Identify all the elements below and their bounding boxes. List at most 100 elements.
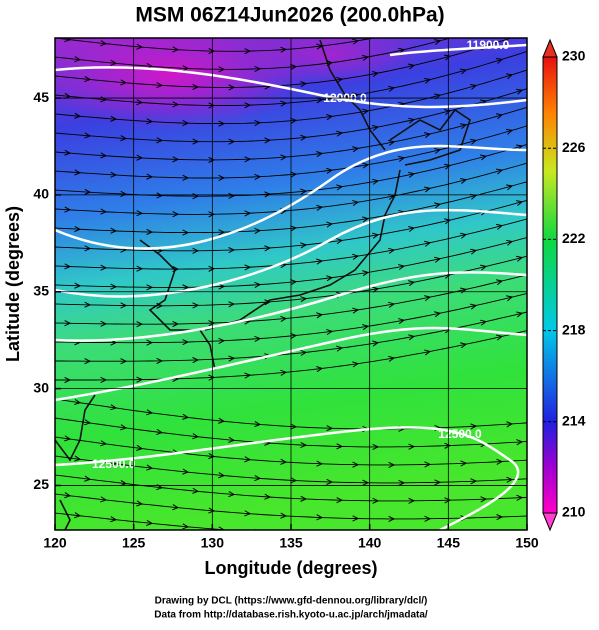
- stream-arrow: [120, 135, 128, 142]
- stream-arrow: [496, 334, 504, 341]
- streamline: [55, 237, 527, 288]
- stream-arrow: [424, 461, 432, 468]
- stream-arrow: [470, 303, 478, 310]
- stream-arrow: [506, 128, 514, 135]
- stream-arrow: [192, 193, 200, 200]
- stream-arrow: [254, 421, 262, 428]
- stream-arrow: [290, 117, 298, 124]
- stream-arrow: [327, 587, 332, 592]
- stream-arrow: [110, 171, 118, 178]
- stream-arrow: [64, 38, 72, 43]
- stream-arrow: [316, 365, 324, 373]
- stream-arrow: [388, 461, 396, 468]
- stream-arrow: [398, 318, 406, 325]
- stream-arrow: [290, 332, 298, 340]
- stream-arrow: [408, 334, 416, 341]
- stream-arrow: [326, 221, 334, 228]
- stream-arrow: [336, 130, 344, 137]
- stream-arrow: [120, 190, 128, 197]
- stream-arrow: [44, 0, 50, 1]
- stream-arrow: [156, 137, 164, 144]
- stream-arrow: [228, 247, 236, 254]
- stream-arrow: [372, 286, 380, 293]
- stream-arrow: [408, 443, 416, 450]
- stream-arrow: [192, 138, 200, 145]
- stream-arrow: [208, 47, 216, 55]
- stream-arrow: [244, 156, 252, 163]
- stream-arrow: [352, 461, 360, 468]
- stream-arrow: [316, 204, 324, 211]
- stream-arrow: [280, 154, 288, 161]
- stream-arrow: [156, 302, 164, 309]
- stream-arrow: [280, 100, 288, 107]
- stream-arrow: [146, 576, 152, 581]
- stream-arrow: [172, 504, 180, 511]
- stream-arrow: [290, 423, 298, 430]
- stream-arrow: [146, 519, 154, 526]
- stream-arrow: [64, 149, 72, 156]
- stream-arrow: [228, 491, 236, 498]
- stream-arrow: [100, 553, 106, 558]
- stream-arrow: [280, 369, 288, 376]
- contour-label: 12500.0: [438, 427, 482, 441]
- stream-arrow: [470, 138, 478, 145]
- stream-arrow: [74, 569, 80, 574]
- stream-arrow: [316, 43, 324, 50]
- stream-arrow: [120, 480, 128, 487]
- stream-arrow: [244, 372, 252, 379]
- stream-arrow: [254, 227, 262, 234]
- stream-arrow: [306, 27, 312, 32]
- stream-arrow: [470, 478, 478, 485]
- stream-arrow: [244, 48, 252, 55]
- stream-arrow: [388, 301, 396, 308]
- stream-arrow: [228, 546, 234, 551]
- stream-arrow: [460, 14, 466, 19]
- stream-arrow: [372, 124, 380, 131]
- stream-arrow: [316, 460, 324, 467]
- stream-arrow: [424, 77, 432, 84]
- stream-arrow: [74, 169, 82, 176]
- stream-arrow: [389, 570, 394, 575]
- stream-arrow: [270, 30, 276, 35]
- stream-arrow: [208, 265, 216, 272]
- field: [44, 0, 527, 612]
- stream-arrow: [136, 376, 144, 383]
- streamline: [55, 398, 527, 430]
- stream-arrow: [480, 264, 488, 271]
- streamline: [55, 50, 527, 106]
- x-tick-label: 140: [358, 535, 382, 551]
- stream-arrow: [300, 242, 308, 249]
- contour-lines: [55, 43, 527, 530]
- stream-arrow: [100, 40, 108, 47]
- stream-arrow: [470, 248, 478, 255]
- stream-arrow: [84, 245, 92, 252]
- stream-arrow: [280, 315, 288, 322]
- stream-arrow: [146, 228, 154, 236]
- stream-arrow: [264, 299, 272, 306]
- stream-arrow: [100, 152, 108, 159]
- stream-arrow: [398, 155, 406, 162]
- streamline: [55, 218, 527, 270]
- stream-arrow: [336, 443, 344, 450]
- stream-arrow: [218, 283, 226, 290]
- stream-arrow: [408, 63, 416, 70]
- stream-arrow: [182, 413, 190, 420]
- stream-arrow: [218, 120, 226, 127]
- colorbar-tick-label: 218: [562, 321, 586, 337]
- stream-arrow: [136, 265, 144, 272]
- stream-arrow: [425, 570, 430, 575]
- stream-arrow: [84, 533, 90, 538]
- stream-arrow: [517, 607, 522, 612]
- stream-arrow: [74, 56, 82, 63]
- stream-arrow: [445, 607, 450, 612]
- credit: Data from http://database.rish.kyoto-u.a…: [154, 610, 428, 621]
- stream-arrow: [460, 123, 468, 130]
- stream-arrow: [409, 552, 414, 557]
- stream-arrow: [372, 232, 380, 239]
- stream-arrow: [300, 134, 308, 141]
- stream-arrow: [192, 433, 200, 440]
- stream-arrow: [228, 192, 236, 199]
- stream-arrow: [460, 178, 468, 184]
- x-tick-label: 130: [201, 535, 225, 551]
- stream-arrow: [156, 428, 164, 436]
